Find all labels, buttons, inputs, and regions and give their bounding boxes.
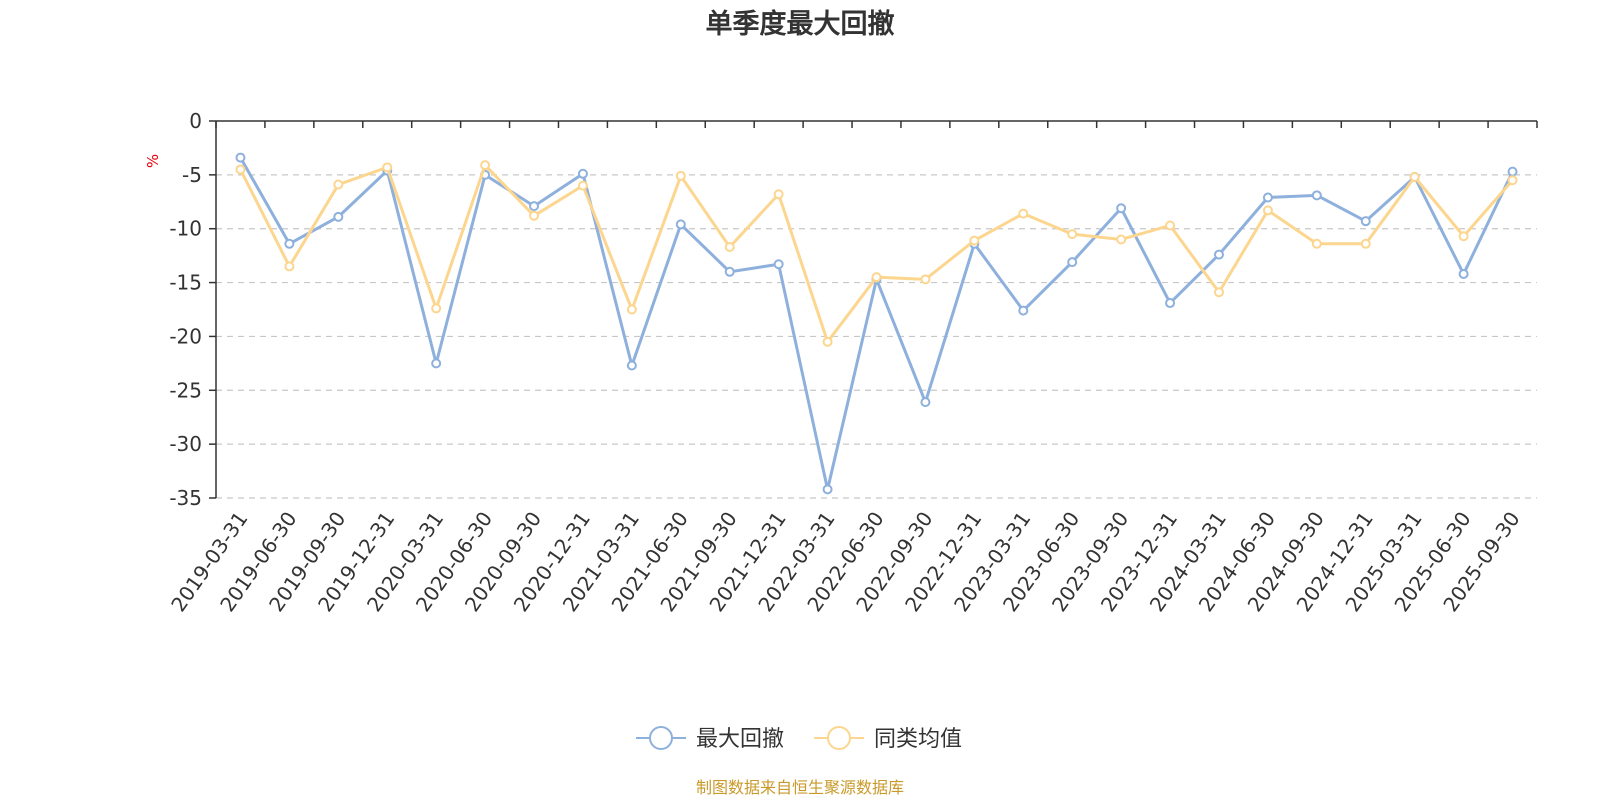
y-tick-label: -30 — [169, 432, 202, 456]
data-point[interactable] — [577, 168, 588, 179]
data-point[interactable] — [333, 211, 344, 222]
series-line — [239, 156, 1514, 491]
data-point[interactable] — [1067, 257, 1078, 268]
data-point[interactable] — [382, 162, 393, 173]
y-tick-label: -15 — [169, 271, 202, 295]
data-point[interactable] — [920, 397, 931, 408]
data-point[interactable] — [1311, 238, 1322, 249]
data-point[interactable] — [1409, 172, 1420, 183]
y-tick-label: 0 — [189, 109, 202, 133]
legend-swatch-marker — [649, 726, 673, 750]
data-point[interactable] — [333, 179, 344, 190]
data-point[interactable] — [969, 235, 980, 246]
data-point[interactable] — [1165, 220, 1176, 231]
data-point[interactable] — [431, 358, 442, 369]
data-point[interactable] — [1018, 305, 1029, 316]
chart-title: 单季度最大回撤 — [706, 8, 895, 40]
data-point[interactable] — [1507, 166, 1518, 177]
data-point[interactable] — [773, 259, 784, 270]
data-point[interactable] — [920, 274, 931, 285]
data-point[interactable] — [822, 484, 833, 495]
data-point[interactable] — [1262, 205, 1273, 216]
data-point[interactable] — [431, 303, 442, 314]
data-point[interactable] — [1360, 238, 1371, 249]
data-point[interactable] — [284, 238, 295, 249]
data-point[interactable] — [235, 164, 246, 175]
data-point[interactable] — [724, 242, 735, 253]
data-point[interactable] — [529, 210, 540, 221]
data-point[interactable] — [1360, 216, 1371, 227]
data-point[interactable] — [1067, 229, 1078, 240]
y-unit-label: % — [144, 154, 162, 168]
series-layer — [235, 152, 1518, 495]
data-point[interactable] — [480, 160, 491, 171]
data-point[interactable] — [773, 189, 784, 200]
data-point[interactable] — [675, 219, 686, 230]
data-point[interactable] — [871, 272, 882, 283]
data-point[interactable] — [1116, 234, 1127, 245]
data-point[interactable] — [1213, 249, 1224, 260]
data-point[interactable] — [626, 360, 637, 371]
legend-swatch-marker — [827, 726, 851, 750]
y-tick-label: -10 — [169, 217, 202, 241]
data-point[interactable] — [1458, 268, 1469, 279]
data-point[interactable] — [284, 261, 295, 272]
data-point[interactable] — [1116, 203, 1127, 214]
y-tick-label: -25 — [169, 378, 202, 402]
data-point[interactable] — [1213, 287, 1224, 298]
data-point[interactable] — [1018, 208, 1029, 219]
data-point[interactable] — [1262, 192, 1273, 203]
legend[interactable]: 最大回撤 同类均值 — [636, 726, 962, 752]
data-point[interactable] — [1165, 298, 1176, 309]
data-point[interactable] — [626, 304, 637, 315]
y-tick-label: -20 — [169, 324, 202, 348]
grid-lines — [216, 174, 1537, 499]
legend-label: 最大回撤 — [696, 727, 784, 752]
data-point[interactable] — [1458, 231, 1469, 242]
legend-item[interactable]: 同类均值 — [814, 726, 962, 752]
data-point[interactable] — [529, 201, 540, 212]
data-point[interactable] — [724, 266, 735, 277]
legend-item[interactable]: 最大回撤 — [636, 726, 784, 752]
data-point[interactable] — [1507, 175, 1518, 186]
series-line — [239, 163, 1514, 344]
data-point[interactable] — [675, 170, 686, 181]
y-tick-label: -35 — [169, 486, 202, 510]
data-point[interactable] — [577, 180, 588, 191]
source-note: 制图数据来自恒生聚源数据库 — [696, 778, 904, 797]
data-point[interactable] — [822, 336, 833, 347]
data-point[interactable] — [1311, 190, 1322, 201]
legend-label: 同类均值 — [874, 727, 962, 752]
y-tick-label: -5 — [182, 163, 202, 187]
data-point[interactable] — [235, 152, 246, 163]
